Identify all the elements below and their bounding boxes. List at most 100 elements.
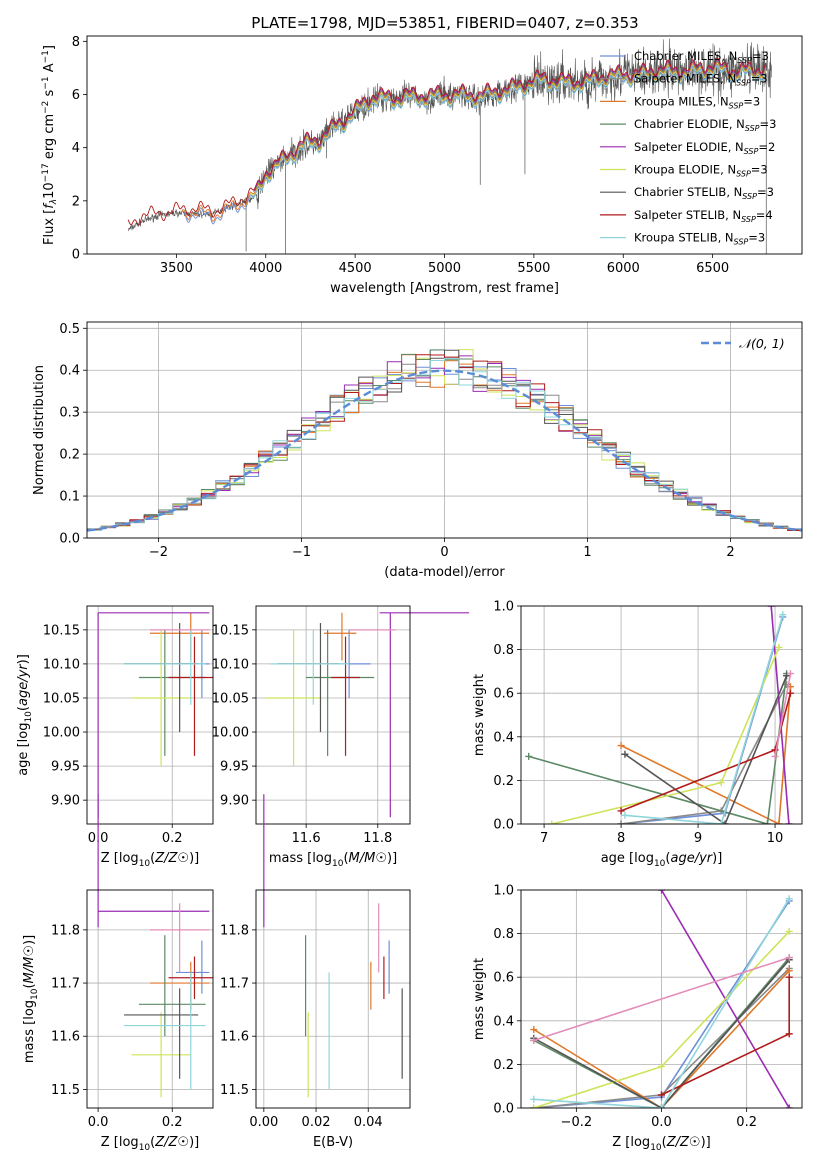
legend-entry: Kroupa ELODIE, NSSP=3 — [634, 163, 768, 179]
legend-entry: Salpeter STELIB, NSSP=4 — [634, 208, 773, 224]
y-tick-label: 1.0 — [493, 600, 514, 615]
weight-marker — [621, 750, 629, 758]
x-tick-label: 2 — [726, 545, 734, 560]
legend-entry: Salpeter ELODIE, NSSP=2 — [634, 140, 775, 156]
legend-entry: Chabrier MILES, NSSP=3 — [634, 49, 769, 65]
y-tick-label: 11.6 — [220, 1030, 249, 1045]
y-tick-label: 11.7 — [220, 977, 249, 992]
y-tick-label: 0.4 — [493, 730, 514, 745]
y-tick-label: 10.05 — [43, 691, 80, 706]
x-axis-label: mass [log10(M/M☉)] — [269, 851, 397, 869]
weight-marker — [530, 1026, 538, 1034]
weight-marker — [658, 1104, 665, 1108]
y-tick-label: 9.95 — [51, 760, 80, 775]
model-line-kroupa_miles — [180, 61, 767, 222]
x-tick-label: 5000 — [428, 261, 461, 276]
panel-age_vs_mass: 11.6 11.8 9.90 9.95 10.00 10.05 10.10 10.15 — [212, 606, 410, 846]
panel-weight_vs_age: 7 8 9 10 0.0 0.2 0.4 0.6 0.8 1.0 — [493, 600, 802, 846]
x-axis-label: age [log10(age/yr)] — [601, 851, 723, 869]
weight-marker — [617, 807, 625, 815]
x-tick-label: 0.2 — [162, 831, 183, 846]
weight-marker — [785, 1030, 793, 1038]
weight-marker — [658, 1091, 665, 1099]
legend-entry: 𝒩(0, 1) — [739, 336, 785, 351]
axes-frame — [520, 605, 803, 825]
x-axis-label: wavelength [Angstrom, rest frame] — [330, 281, 559, 296]
x-tick-label: −2 — [149, 545, 168, 560]
axes-frame — [255, 889, 411, 1109]
weight-marker — [717, 820, 725, 824]
weight-marker — [767, 606, 775, 610]
y-tick-label: 2 — [72, 194, 80, 209]
x-tick-label: 6000 — [607, 261, 640, 276]
legend-entry: Chabrier STELIB, NSSP=3 — [634, 185, 774, 201]
weight-marker — [621, 811, 629, 819]
y-tick-label: 0.0 — [493, 818, 514, 833]
y-tick-label: 10.15 — [212, 623, 249, 638]
axes-frame — [520, 889, 803, 1109]
weight-marker — [785, 973, 793, 981]
legend-entry: Salpeter MILES, NSSP=3 — [634, 72, 768, 88]
weight-marker — [717, 779, 725, 787]
weight-line-kroupa_stelib — [533, 898, 790, 1108]
x-tick-label: 4500 — [339, 261, 372, 276]
x-axis-label: Z [log10(Z/Z☉)] — [101, 851, 199, 869]
weight-marker — [530, 1104, 538, 1108]
weight-marker — [785, 954, 793, 962]
weight-line-chabrier_stelib — [533, 959, 790, 1108]
y-tick-label: 0.4 — [493, 1014, 514, 1029]
weight-line-kroupa_miles — [620, 686, 792, 824]
x-axis-label: Z [log10(Z/Z☉)] — [101, 1135, 199, 1153]
y-tick-label: 0 — [72, 248, 80, 263]
axes-frame — [86, 889, 214, 1109]
x-tick-label: 11.8 — [363, 831, 392, 846]
weight-marker — [785, 820, 793, 824]
weight-line-salpeter_elodie — [770, 606, 790, 824]
y-tick-label: 11.8 — [220, 923, 249, 938]
weight-marker — [785, 1104, 793, 1108]
x-axis-label: E(B-V) — [313, 1135, 353, 1150]
x-tick-label: 9 — [694, 831, 702, 846]
x-axis-label: (data-model)/error — [384, 565, 505, 580]
x-tick-label: 4000 — [249, 261, 282, 276]
y-tick-label: 10.15 — [43, 623, 80, 638]
weight-marker — [785, 927, 793, 935]
y-tick-label: 0.5 — [59, 322, 80, 337]
y-tick-label: 1.0 — [493, 884, 514, 899]
normal-curve — [87, 369, 802, 532]
y-tick-label: 9.90 — [220, 794, 249, 809]
y-axis-label: mass [log10(M/M☉)] — [22, 935, 40, 1063]
x-tick-label: −1 — [292, 545, 311, 560]
weight-line-chabrier_miles — [621, 616, 784, 824]
panel-mass_vs_Z: 0.0 0.2 11.5 11.6 11.7 11.8 — [51, 890, 213, 1130]
y-tick-label: 9.95 — [220, 760, 249, 775]
weight-marker — [785, 967, 793, 975]
axes-frame — [255, 605, 411, 825]
weight-marker — [775, 820, 783, 824]
weight-line-salpeter_stelib — [620, 692, 792, 812]
y-tick-label: 0.8 — [493, 643, 514, 658]
weight-marker — [658, 890, 665, 894]
y-tick-label: 6 — [72, 88, 80, 103]
y-tick-label: 0.2 — [493, 774, 514, 789]
axes-frame — [86, 605, 214, 825]
y-tick-label: 9.90 — [51, 794, 80, 809]
y-tick-label: 4 — [72, 141, 80, 156]
y-axis-label: age [log10(age/yr)] — [16, 654, 34, 776]
weight-marker — [548, 820, 556, 824]
weight-marker — [763, 820, 771, 824]
y-tick-label: 10.00 — [212, 726, 249, 741]
weight-marker — [771, 746, 779, 754]
weight-marker — [525, 752, 533, 760]
x-tick-label: 0.04 — [354, 1115, 383, 1130]
panel-mass_vs_EBV: 0.00 0.02 0.04 11.5 11.6 11.7 11.8 — [220, 890, 410, 1130]
axes-frame — [86, 321, 803, 539]
weight-line-salpeter_miles — [620, 684, 788, 824]
model-line-kroupa_stelib — [247, 65, 767, 202]
weight-marker — [530, 1095, 538, 1103]
y-tick-label: 10.10 — [212, 657, 249, 672]
weight-marker — [617, 820, 625, 824]
weight-line-pink — [774, 673, 792, 757]
weight-line-kroupa_miles — [533, 970, 790, 1108]
